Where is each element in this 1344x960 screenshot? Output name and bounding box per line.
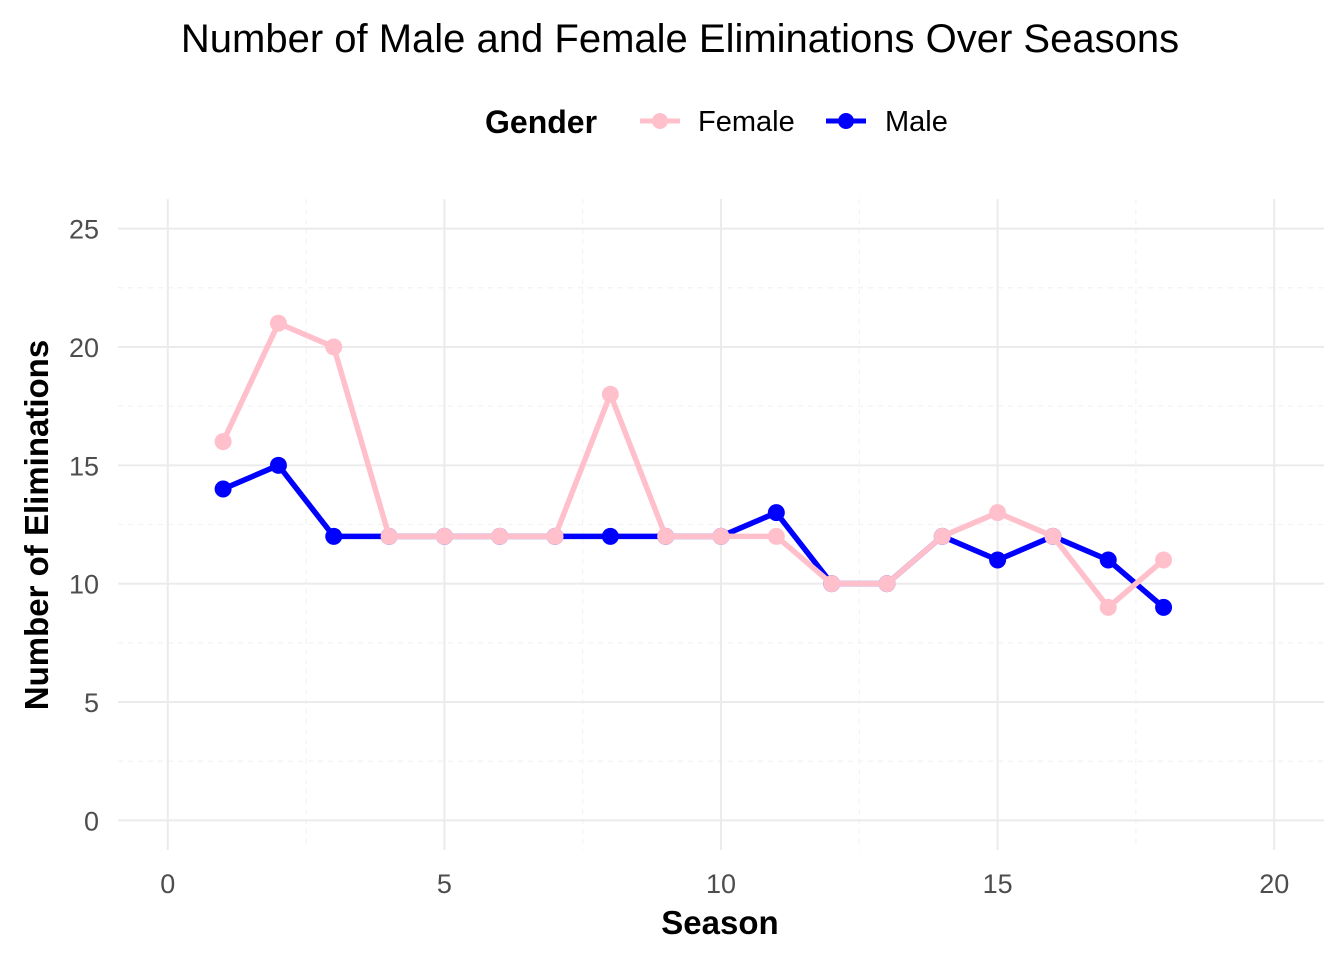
y-tick-label: 25 (69, 215, 99, 245)
data-point-female (933, 527, 951, 545)
chart-title: Number of Male and Female Eliminations O… (181, 17, 1179, 61)
data-point-female (546, 527, 564, 545)
y-tick-label: 20 (69, 333, 99, 363)
legend-label-male: Male (885, 106, 948, 138)
legend-key-female-marker (652, 113, 668, 129)
x-tick-label: 20 (1259, 869, 1289, 899)
data-point-female (657, 527, 675, 545)
data-point-female (214, 433, 232, 451)
data-point-male (1155, 598, 1173, 616)
data-point-female (1099, 598, 1117, 616)
series-line-female (220, 320, 1167, 611)
data-point-male (767, 504, 785, 522)
data-point-male (269, 456, 287, 474)
data-point-female (601, 385, 619, 403)
data-point-female (1044, 527, 1062, 545)
y-tick-label: 5 (84, 688, 99, 718)
data-point-female (435, 527, 453, 545)
x-tick-label: 5 (437, 869, 452, 899)
legend-item-male: Male (826, 106, 948, 138)
legend-item-female: Female (640, 106, 795, 138)
plot-series (214, 314, 1173, 616)
legend-title: Gender (485, 104, 597, 140)
data-point-male (1099, 551, 1117, 569)
data-point-female (767, 527, 785, 545)
y-axis-tick-labels: 0 5 10 15 20 25 (69, 215, 99, 837)
x-tick-label: 15 (983, 869, 1013, 899)
x-axis-title: Season (661, 904, 778, 941)
y-tick-label: 0 (84, 806, 99, 836)
data-point-female (878, 575, 896, 593)
legend-label-female: Female (698, 106, 795, 138)
data-point-female (1155, 551, 1173, 569)
data-point-male (325, 527, 343, 545)
y-tick-label: 15 (69, 451, 99, 481)
legend: Gender Female Male (485, 104, 948, 140)
y-axis-title: Number of Eliminations (18, 340, 55, 710)
data-point-female (269, 314, 287, 332)
data-point-female (325, 338, 343, 356)
grid (118, 199, 1324, 850)
data-point-male (989, 551, 1007, 569)
x-tick-label: 10 (706, 869, 736, 899)
data-point-female (491, 527, 509, 545)
y-tick-label: 10 (69, 570, 99, 600)
legend-key-male-marker (838, 113, 854, 129)
x-axis-tick-labels: 0 5 10 15 20 (160, 869, 1289, 899)
data-point-female (989, 504, 1007, 522)
data-point-female (712, 527, 730, 545)
data-point-female (380, 527, 398, 545)
data-point-male (214, 480, 232, 498)
data-point-female (823, 575, 841, 593)
x-tick-label: 0 (160, 869, 175, 899)
data-point-male (601, 527, 619, 545)
